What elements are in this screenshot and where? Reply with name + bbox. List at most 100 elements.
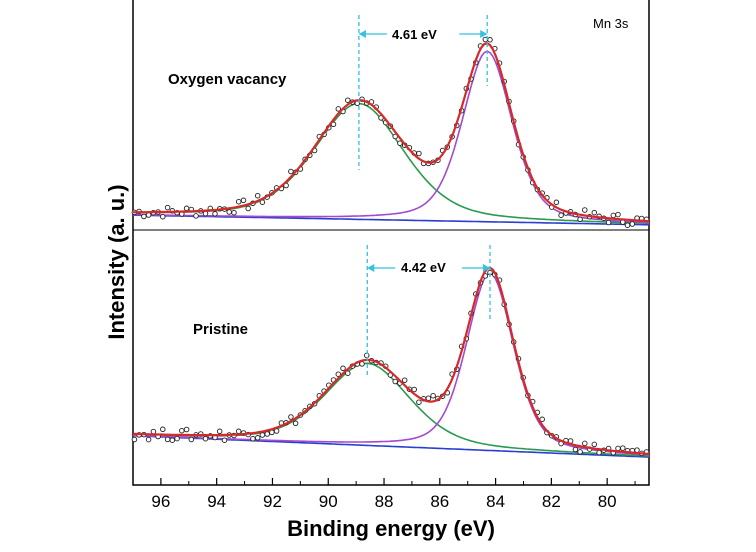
data-point (411, 386, 417, 393)
x-tick-label-94: 94 (207, 492, 226, 511)
data-point (141, 213, 147, 220)
data-point (392, 378, 398, 385)
data-point (401, 377, 408, 383)
data-point (591, 441, 598, 448)
data-point (624, 222, 631, 228)
data-point (169, 437, 176, 443)
data-point (397, 140, 403, 146)
data-point (288, 168, 294, 175)
x-tick-label-92: 92 (263, 492, 282, 511)
element-label: Mn 3s (593, 16, 629, 31)
x-tick-label-80: 80 (598, 492, 617, 511)
data-point (335, 371, 342, 377)
data-point (131, 436, 138, 443)
data-point (160, 426, 166, 433)
data-point (634, 447, 640, 453)
data-point (340, 365, 346, 372)
data-point (345, 97, 351, 103)
fit-envelope (133, 266, 650, 455)
splitting-label-pristine: 4.42 eV (401, 260, 446, 275)
data-point (487, 37, 493, 43)
data-point (235, 428, 242, 435)
data-point (183, 205, 190, 212)
data-point (582, 440, 588, 447)
data-point (416, 150, 422, 157)
data-point (553, 199, 560, 206)
split-arrowhead-right (483, 264, 491, 272)
data-point (250, 435, 256, 442)
data-point (202, 210, 209, 217)
x-axis-ticks: 96 94 92 90 88 86 84 82 80 (132, 478, 636, 511)
data-point (572, 446, 579, 453)
data-point (202, 435, 209, 442)
data-point (216, 428, 223, 435)
plot-frame (132, 0, 650, 486)
data-point (615, 445, 621, 452)
data-point (240, 197, 247, 204)
split-arrowhead-left (367, 264, 375, 272)
x-tick-label-90: 90 (319, 492, 338, 511)
panel-pristine (131, 245, 650, 458)
data-point (164, 204, 171, 211)
data-point (345, 370, 351, 376)
data-point (620, 445, 626, 451)
splitting-label-oxygen-vacancy: 4.61 eV (392, 27, 437, 42)
data-point (145, 212, 152, 218)
data-point (288, 414, 294, 420)
y-axis-title: Intensity (a. u.) (104, 184, 129, 339)
data-point (591, 209, 598, 216)
data-point (183, 426, 190, 433)
panel-label-pristine: Pristine (193, 321, 248, 338)
data-point (193, 213, 199, 219)
data-point (416, 399, 422, 405)
split-arrowhead-right (480, 30, 488, 38)
data-point (150, 428, 157, 435)
background-line (132, 214, 650, 226)
data-point (188, 436, 195, 443)
data-point (539, 416, 545, 423)
data-point (582, 207, 588, 213)
data-point (610, 212, 617, 219)
data-points (131, 269, 650, 457)
data-point (577, 216, 583, 223)
data-point (273, 428, 280, 434)
data-point (577, 449, 583, 455)
data-point (235, 198, 242, 205)
data-point (179, 427, 185, 434)
data-point (145, 436, 152, 443)
data-point (174, 435, 180, 442)
data-point (629, 221, 636, 227)
fit-envelope (132, 42, 650, 223)
data-point (596, 449, 602, 456)
panels (131, 15, 650, 458)
fit-peak-2 (132, 272, 650, 456)
data-point (164, 436, 171, 443)
data-point (231, 209, 237, 216)
split-arrowhead-left (358, 30, 366, 38)
x-tick-label-88: 88 (375, 492, 394, 511)
x-axis-title: Binding energy (eV) (287, 516, 495, 541)
data-point (615, 211, 621, 218)
x-tick-label-84: 84 (486, 492, 505, 511)
panel-oxygen-vacancy (131, 15, 650, 228)
data-point (221, 437, 228, 443)
data-point (259, 432, 266, 438)
data-point (226, 209, 232, 215)
data-point (264, 431, 270, 437)
x-tick-label-86: 86 (430, 492, 449, 511)
data-point (245, 205, 251, 212)
data-point (254, 192, 261, 199)
data-point (254, 435, 261, 441)
data-point (212, 211, 218, 217)
data-point (335, 106, 342, 112)
data-point (269, 429, 275, 436)
data-point (558, 212, 564, 218)
data-point (160, 213, 166, 220)
x-tick-label-82: 82 (542, 492, 561, 511)
data-point (292, 420, 299, 427)
data-point (605, 219, 612, 226)
data-point (425, 395, 432, 401)
panel-label-oxygen-vacancy: Oxygen vacancy (168, 71, 287, 88)
data-point (430, 392, 436, 399)
